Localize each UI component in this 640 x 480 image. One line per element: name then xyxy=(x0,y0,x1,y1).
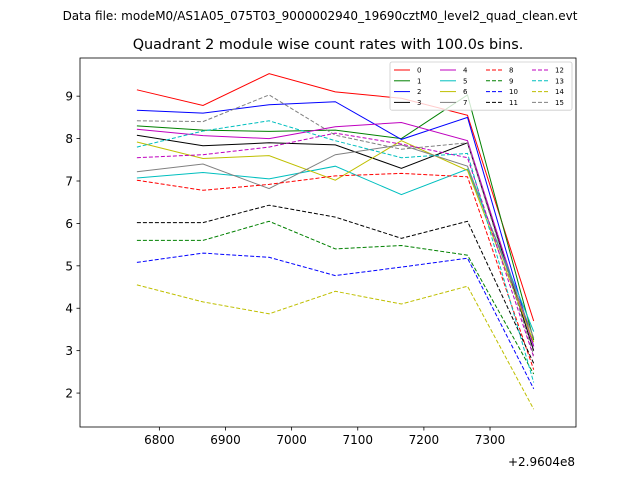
series-line-7 xyxy=(136,144,535,339)
y-tick-label: 6 xyxy=(65,217,73,231)
y-tick-label: 3 xyxy=(65,344,73,358)
chart-title: Quadrant 2 module wise count rates with … xyxy=(133,37,524,53)
x-tick-label: 6900 xyxy=(210,433,241,447)
y-tick-label: 8 xyxy=(65,132,73,146)
legend-label-15: 15 xyxy=(555,99,564,107)
x-tick-label: 7000 xyxy=(276,433,307,447)
x-tick-label: 7300 xyxy=(475,433,506,447)
x-offset-label: +2.9604e8 xyxy=(508,455,575,469)
series-line-12 xyxy=(136,132,535,358)
series-line-11 xyxy=(136,204,535,364)
y-tick-label: 7 xyxy=(65,175,73,189)
legend-label-6: 6 xyxy=(463,88,468,96)
legend-label-12: 12 xyxy=(555,67,564,75)
legend-label-9: 9 xyxy=(509,77,513,85)
series-line-9 xyxy=(136,220,535,375)
axes-frame xyxy=(79,57,577,428)
legend-label-10: 10 xyxy=(509,88,518,96)
x-tick-label: 7200 xyxy=(409,433,440,447)
legend-box xyxy=(389,61,573,111)
series-line-4 xyxy=(136,121,535,347)
series-line-5 xyxy=(136,165,535,332)
series-line-14 xyxy=(136,284,535,410)
legend-label-1: 1 xyxy=(417,77,421,85)
y-tick-label: 4 xyxy=(65,302,73,316)
series-line-6 xyxy=(136,140,535,343)
legend-label-11: 11 xyxy=(509,99,518,107)
legend-label-5: 5 xyxy=(463,77,467,85)
legend-label-0: 0 xyxy=(417,67,421,75)
y-tick-label: 2 xyxy=(65,387,73,401)
legend-label-3: 3 xyxy=(417,99,421,107)
series-line-0 xyxy=(136,73,535,322)
legend-label-2: 2 xyxy=(417,88,421,96)
series-line-2 xyxy=(136,101,535,347)
y-tick-label: 9 xyxy=(65,90,73,104)
legend-label-14: 14 xyxy=(555,88,564,96)
suptitle: Data file: modeM0/AS1A05_075T03_90000029… xyxy=(63,9,578,23)
series-line-13 xyxy=(136,120,535,383)
legend-label-8: 8 xyxy=(509,67,513,75)
y-tick-label: 5 xyxy=(65,259,73,273)
legend-label-13: 13 xyxy=(555,77,564,85)
series-line-15 xyxy=(136,94,535,356)
axes-ticks: 6800 6900 7000 7100 7200 7300 2 3 4 5 6 7 8 9 xyxy=(65,90,505,447)
x-tick-label: 6800 xyxy=(144,433,175,447)
legend-label-7: 7 xyxy=(463,99,467,107)
x-tick-label: 7100 xyxy=(342,433,373,447)
series-line-10 xyxy=(136,252,535,390)
plot-lines xyxy=(136,73,535,410)
legend-label-4: 4 xyxy=(463,67,468,75)
series-line-8 xyxy=(136,172,535,370)
